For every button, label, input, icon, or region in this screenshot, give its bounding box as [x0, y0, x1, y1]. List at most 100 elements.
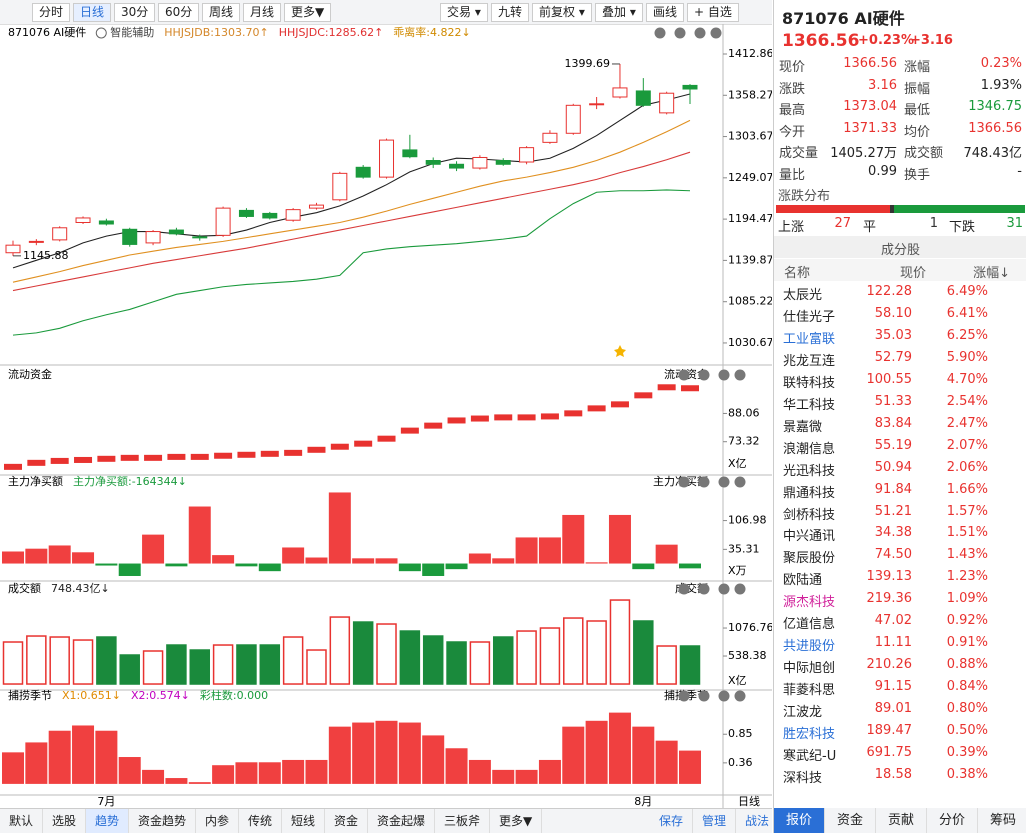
- panel-icon[interactable]: [734, 476, 746, 488]
- breadth-label: 平: [863, 220, 877, 235]
- quote-tab[interactable]: 报价: [774, 808, 825, 833]
- panel-icon[interactable]: [698, 476, 710, 488]
- panel-icon[interactable]: [698, 583, 710, 595]
- bottom-action[interactable]: 管理: [693, 809, 737, 833]
- breadth-bar: [889, 205, 895, 213]
- bar: [608, 514, 631, 564]
- level-bar: [681, 385, 699, 392]
- breadth-count: 27: [834, 216, 851, 231]
- period-tab[interactable]: 更多▼: [284, 3, 332, 22]
- level-bar: [540, 413, 559, 420]
- quote-label: 最低: [904, 103, 931, 119]
- bottom-tab[interactable]: 默认: [0, 809, 44, 833]
- bottom-action[interactable]: 保存: [650, 809, 694, 833]
- y-tick-label: 106.98: [728, 514, 767, 527]
- panel-icon[interactable]: [734, 369, 746, 381]
- bottom-tab[interactable]: 三板斧: [435, 809, 491, 833]
- period-tab[interactable]: 周线: [202, 3, 241, 22]
- period-tab[interactable]: 月线: [243, 3, 282, 22]
- bottom-tab[interactable]: 选股: [43, 809, 87, 833]
- bar: [72, 552, 95, 564]
- tool-button[interactable]: 前复权 ▾: [532, 3, 592, 22]
- unit-label: X亿: [728, 674, 747, 687]
- bar: [282, 759, 305, 784]
- bar: [118, 757, 141, 784]
- period-tab[interactable]: 分时: [32, 3, 71, 22]
- period-tab[interactable]: 60分: [158, 3, 200, 22]
- bottom-tab[interactable]: 传统: [239, 809, 283, 833]
- panel-icon[interactable]: [678, 476, 690, 488]
- bottom-tab[interactable]: 趋势: [86, 809, 130, 833]
- panel-icon[interactable]: [710, 27, 722, 39]
- stock-change: 0.80%: [946, 701, 988, 717]
- candle-body: [75, 217, 91, 223]
- bottom-tab[interactable]: 更多▼: [490, 809, 543, 833]
- stock-price: 47.02: [874, 613, 912, 629]
- assist-label: 智能辅助: [110, 25, 154, 39]
- candle-body: [402, 149, 418, 158]
- panel-icon[interactable]: [718, 690, 730, 702]
- panel-title: 捕捞季节: [8, 688, 52, 702]
- quote-tab[interactable]: 资金: [825, 808, 876, 833]
- panel-icon[interactable]: [718, 369, 730, 381]
- level-bar: [517, 414, 536, 421]
- panel-icon[interactable]: [718, 476, 730, 488]
- bar: [48, 545, 71, 564]
- bar: [679, 563, 701, 569]
- level-bar: [470, 415, 489, 422]
- panel-icon[interactable]: [734, 583, 746, 595]
- period-tab[interactable]: 日线: [73, 3, 112, 22]
- tool-button[interactable]: + 自选: [687, 3, 739, 22]
- tool-button[interactable]: 交易 ▾: [440, 3, 488, 22]
- stock-change: 1.51%: [946, 525, 988, 541]
- bottom-tab[interactable]: 资金: [325, 809, 369, 833]
- panel-icon[interactable]: [678, 583, 690, 595]
- panel-icon[interactable]: [654, 27, 666, 39]
- volume-bar: [212, 644, 234, 685]
- panel-icon[interactable]: [678, 690, 690, 702]
- panel-icon[interactable]: [678, 369, 690, 381]
- quote-value: 748.43亿: [963, 146, 1023, 162]
- candle-body: [308, 204, 324, 209]
- tool-button[interactable]: 叠加 ▾: [595, 3, 643, 22]
- panel-icon[interactable]: [718, 583, 730, 595]
- panel-icon[interactable]: [674, 27, 686, 39]
- stock-change: 2.47%: [946, 415, 988, 431]
- candle-body: [215, 207, 231, 236]
- stock-name: 工业富联: [783, 331, 836, 347]
- bottom-tab[interactable]: 内参: [196, 809, 240, 833]
- panel-icon[interactable]: [698, 369, 710, 381]
- panel-icon[interactable]: [694, 27, 706, 39]
- stock-price: 189.47: [866, 723, 913, 738]
- stock-name: 亿道信息: [783, 617, 836, 633]
- stock-name: 联特科技: [783, 375, 836, 391]
- quote-label: 成交额: [904, 146, 944, 162]
- bottom-tab[interactable]: 资金趋势: [129, 809, 197, 833]
- quote-value: 0.99: [868, 164, 897, 179]
- quote-value: 0.23%: [980, 56, 1022, 71]
- volume-bar: [539, 627, 561, 685]
- stock-change: 6.25%: [946, 327, 988, 343]
- chart-area: 871076 AI硬件 智能辅助 HHJSJDB:1303.70↑ HHJSJDC:1…: [0, 24, 772, 808]
- candle-body: [659, 92, 675, 114]
- tool-button[interactable]: 九转: [491, 3, 530, 22]
- quote-tab[interactable]: 分价: [927, 808, 978, 833]
- breadth-count: 1: [929, 216, 938, 231]
- bar: [212, 555, 235, 564]
- volume-bar: [563, 617, 584, 685]
- tool-button[interactable]: 画线: [646, 3, 685, 22]
- stock-price: 18.58: [874, 766, 912, 782]
- quote-pct: +0.23%: [858, 33, 914, 48]
- quote-tab[interactable]: 贡献: [876, 808, 927, 833]
- bottom-tab[interactable]: 资金起爆: [368, 809, 436, 833]
- bar: [258, 762, 281, 784]
- stock-price: 691.75: [866, 744, 913, 760]
- panel-icon[interactable]: [734, 690, 746, 702]
- panel-icon[interactable]: [698, 690, 710, 702]
- quote-tab[interactable]: 筹码: [978, 808, 1026, 833]
- period-tab[interactable]: 30分: [114, 3, 156, 22]
- legend-item: 乖离率:4.822↓: [393, 25, 470, 39]
- stock-change: 6.41%: [946, 305, 988, 321]
- level-bar: [424, 422, 443, 429]
- bottom-tab[interactable]: 短线: [282, 809, 326, 833]
